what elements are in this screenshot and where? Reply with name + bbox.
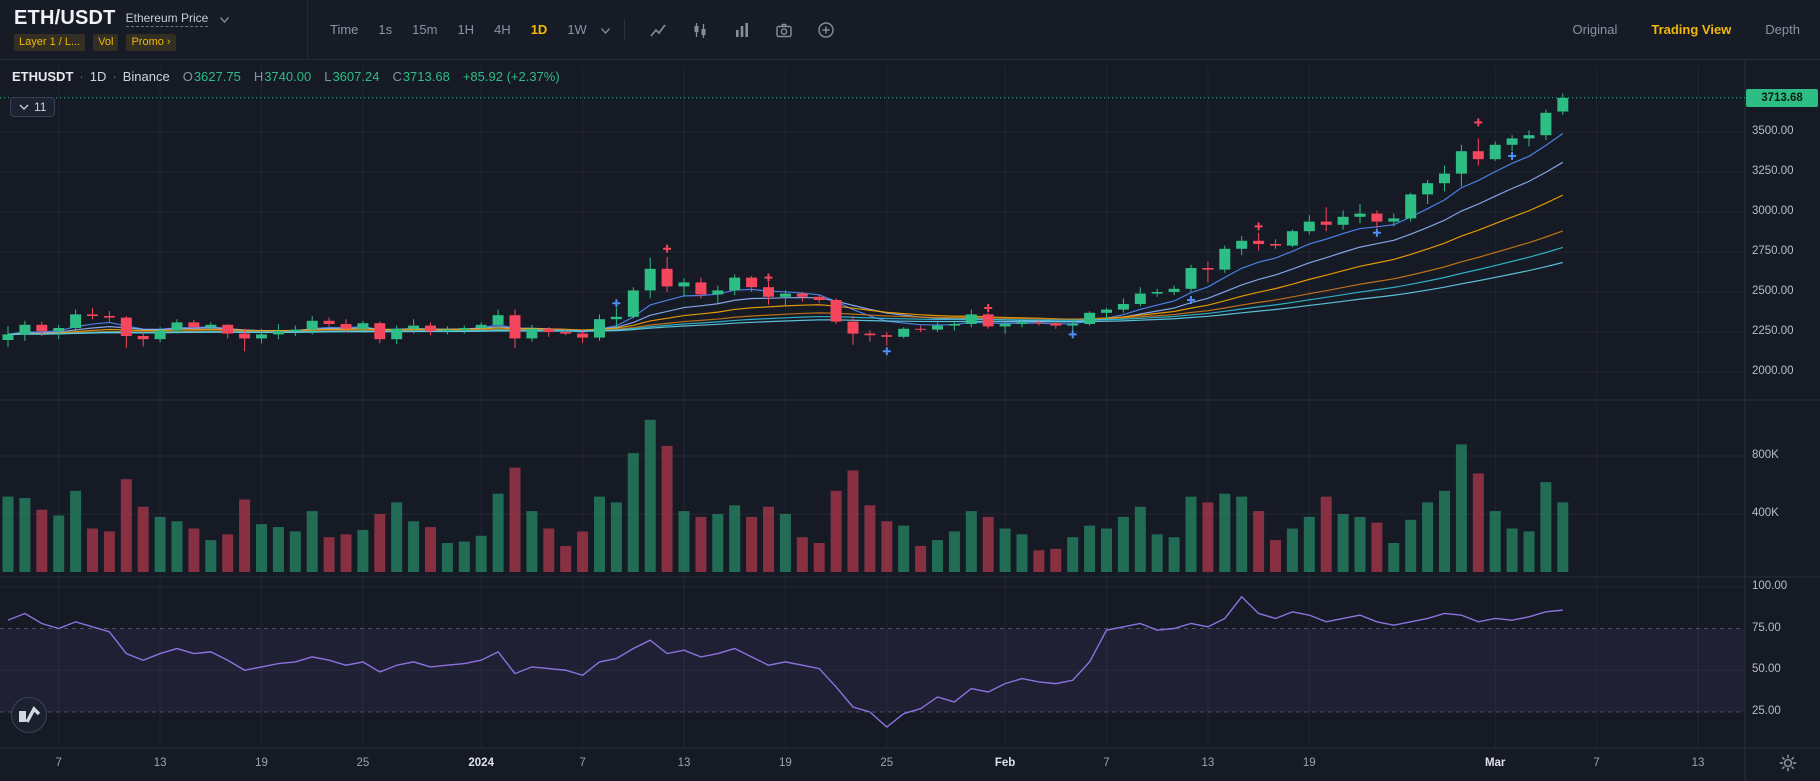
indicators-icon[interactable] (729, 17, 755, 43)
indicator-count: 11 (34, 100, 47, 114)
time-axis-label: 7 (579, 757, 586, 769)
ohlc-open: O 3627.75 (182, 69, 241, 84)
indicators-collapse-badge[interactable]: 11 (10, 97, 56, 117)
chart-info-line: ETHUSDT · 1D · Binance O 3627.75 H 3740.00… (12, 69, 560, 84)
rsi-axis-label: 50.00 (1752, 663, 1781, 676)
volume-bars (2, 419, 1569, 572)
rsi-axis-label: 75.00 (1752, 621, 1781, 634)
time-axis-label: 2024 (468, 757, 494, 769)
gear-icon[interactable] (1778, 753, 1798, 773)
interval-1h[interactable]: 1H (449, 19, 482, 40)
info-dot: · (79, 69, 84, 84)
mode-trading-view[interactable]: Trading View (1651, 22, 1732, 37)
add-indicator-icon[interactable] (813, 17, 839, 43)
rsi-line (7, 595, 1563, 728)
price-axis-label: 3250.00 (1752, 165, 1794, 177)
ohlc-low: L 3607.24 (324, 69, 380, 84)
symbol-block: ETH/USDT Ethereum Price Layer 1 / L... V… (0, 0, 308, 59)
interval-1w[interactable]: 1W (559, 19, 595, 40)
tag-layer1[interactable]: Layer 1 / L... (14, 34, 86, 51)
price-axis-label: 3500.00 (1752, 125, 1794, 137)
chart-canvas[interactable] (0, 60, 1820, 781)
ohlc-change: +85.92 (+2.37%) (462, 69, 560, 84)
volume-axis-label: 800K (1752, 449, 1779, 461)
camera-icon[interactable] (771, 17, 797, 43)
time-axis-label: 13 (1201, 757, 1215, 769)
info-exchange: Binance (122, 69, 170, 84)
info-dot: · (112, 69, 117, 84)
time-axis-label: 7 (1103, 757, 1110, 769)
time-axis[interactable]: 7 13 19 25 2024 7 13 19 25 Feb 7 13 19 Mar 7 13 (0, 748, 1745, 781)
chart-header: ETH/USDT Ethereum Price Layer 1 / L... V… (0, 0, 1820, 60)
tradingview-logo[interactable] (10, 696, 48, 734)
time-axis-label: 19 (1302, 757, 1316, 769)
price-axis-label: 2000.00 (1752, 365, 1794, 377)
interval-dropdown-chevron-icon[interactable] (600, 21, 610, 39)
rsi-axis-label: 100.00 (1752, 579, 1788, 592)
candles (2, 93, 1569, 352)
time-axis-label: 13 (153, 757, 167, 769)
pane-borders (0, 60, 1820, 781)
time-axis-label: 7 (1593, 757, 1600, 769)
price-axis-label: 2750.00 (1752, 245, 1794, 257)
info-symbol: ETHUSDT (12, 69, 74, 84)
trade-markers (612, 118, 1517, 356)
tag-promo[interactable]: Promo › (126, 34, 176, 51)
ohlc-close: C 3713.68 (392, 69, 450, 84)
time-axis-label: 19 (778, 757, 792, 769)
time-axis-label: 25 (356, 757, 370, 769)
chevron-down-icon (19, 104, 29, 110)
symbol-subtitle-link[interactable]: Ethereum Price (125, 10, 209, 27)
chevron-down-icon[interactable] (220, 10, 230, 28)
interval-15m[interactable]: 15m (404, 19, 445, 40)
symbol-tags: Layer 1 / L... Vol Promo › (14, 34, 297, 51)
symbol-title: ETH/USDT (14, 7, 116, 29)
rsi-axis-label: 25.00 (1752, 705, 1781, 717)
volume-axis-label: 400K (1752, 507, 1779, 519)
time-axis-label: 19 (255, 757, 268, 769)
last-price-tag: 3713.68 (1746, 88, 1818, 107)
time-axis-label: 13 (677, 757, 691, 769)
time-axis-label: 13 (1691, 757, 1705, 769)
rsi-band (0, 586, 1745, 713)
time-axis-label: Feb (994, 757, 1016, 769)
chart-area: ETHUSDT · 1D · Binance O 3627.75 H 3740.00… (0, 60, 1820, 781)
chart-line-icon[interactable] (645, 17, 671, 43)
time-axis-label: 7 (55, 757, 62, 769)
time-label[interactable]: Time (330, 22, 359, 37)
mode-original[interactable]: Original (1572, 22, 1618, 37)
toolbar-divider (623, 18, 625, 41)
view-mode-switcher: Original Trading View Depth (1571, 20, 1820, 39)
interval-toolbar: Time 1s 15m 1H 4H 1D 1W (308, 17, 845, 43)
mode-depth[interactable]: Depth (1765, 22, 1800, 37)
price-axis[interactable]: 3500.00 3250.00 3000.00 2750.00 2500.00 2250.… (1745, 60, 1820, 748)
candlestick-icon[interactable] (687, 17, 713, 43)
price-axis-label: 2500.00 (1752, 285, 1794, 297)
ohlc-high: H 3740.00 (253, 69, 312, 84)
tag-vol[interactable]: Vol (93, 34, 119, 51)
time-axis-label: Mar (1484, 757, 1506, 769)
interval-4h[interactable]: 4H (486, 19, 519, 40)
interval-1d[interactable]: 1D (523, 19, 556, 40)
info-interval: 1D (89, 69, 107, 84)
time-axis-label: 25 (880, 757, 894, 769)
price-axis-label: 3000.00 (1752, 205, 1794, 217)
interval-1s[interactable]: 1s (370, 19, 400, 40)
price-axis-label: 2250.00 (1752, 325, 1794, 337)
